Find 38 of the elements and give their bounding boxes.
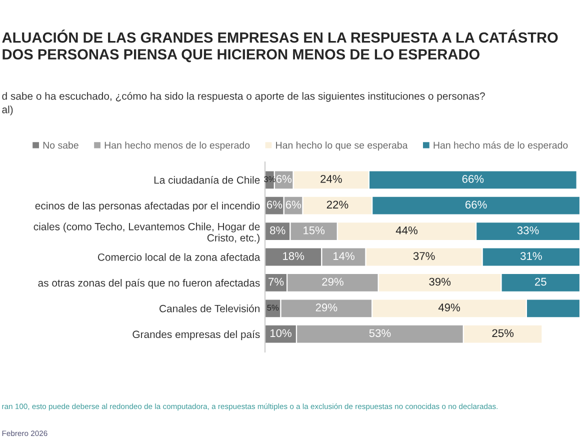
chart-subtitle: d sabe o ha escuchado, ¿cómo ha sido la respuesta o aporte de las siguientes instituciones o personas? al): [2, 92, 485, 116]
data-label: 33%: [517, 226, 539, 234]
data-label: 14%: [333, 252, 354, 260]
data-label: 44%: [396, 226, 418, 234]
data-label: 53%: [369, 329, 391, 338]
y-tick-label: as otras zonas del país que no fueron afectadas: [38, 278, 260, 289]
legend-label: Han hecho más de lo esperado: [434, 141, 568, 151]
chart-title: ALUACIÓN DE LAS GRANDES EMPRESAS EN LA RESPUESTA A LA CATÁSTRO DOS PERSONAS PIENSA QUE HICIERON MENOS DE LO ESPERADO: [2, 30, 558, 62]
data-label: 31%: [520, 252, 542, 260]
data-label: 5%: [267, 304, 279, 311]
data-label: 6%: [286, 200, 301, 209]
data-label: 66%: [462, 175, 484, 183]
data-label: 6%: [276, 175, 292, 183]
legend-label: Han hecho lo que se esperaba: [276, 142, 408, 151]
data-label: 49%: [438, 304, 460, 312]
data-label: 22%: [326, 200, 348, 209]
y-tick-label: ciales (como Techo, Levantemos Chile, Hogar de Cristo, etc.): [34, 222, 260, 244]
data-label: 39%: [429, 278, 451, 286]
data-label: 18%: [283, 252, 304, 260]
data-label: 29%: [322, 278, 344, 286]
data-label: 6%: [266, 200, 282, 209]
data-label: 37%: [413, 252, 435, 260]
data-label: 29%: [316, 304, 338, 312]
legend-label: No sabe: [43, 142, 78, 149]
data-label: 10%: [270, 329, 292, 338]
data-label: 25%: [492, 329, 514, 338]
data-label: 7%: [268, 278, 284, 286]
y-tick-label: Canales de Televisión: [160, 304, 260, 312]
legend-label: Han hecho menos de lo esperado: [104, 142, 250, 151]
y-tick-label: ecinos de las personas afectadas por el incendio: [35, 202, 260, 212]
data-label: 66%: [465, 200, 487, 209]
data-label: 15%: [304, 226, 325, 234]
data-label: 25: [535, 278, 546, 286]
y-tick-label: Comercio local de la zona afectada: [98, 253, 260, 261]
y-tick-label: La ciudadanía de Chile: [154, 176, 260, 184]
data-label: 8%: [270, 226, 286, 234]
y-tick-label: Grandes empresas del país: [132, 330, 260, 340]
data-label: 24%: [320, 175, 342, 183]
